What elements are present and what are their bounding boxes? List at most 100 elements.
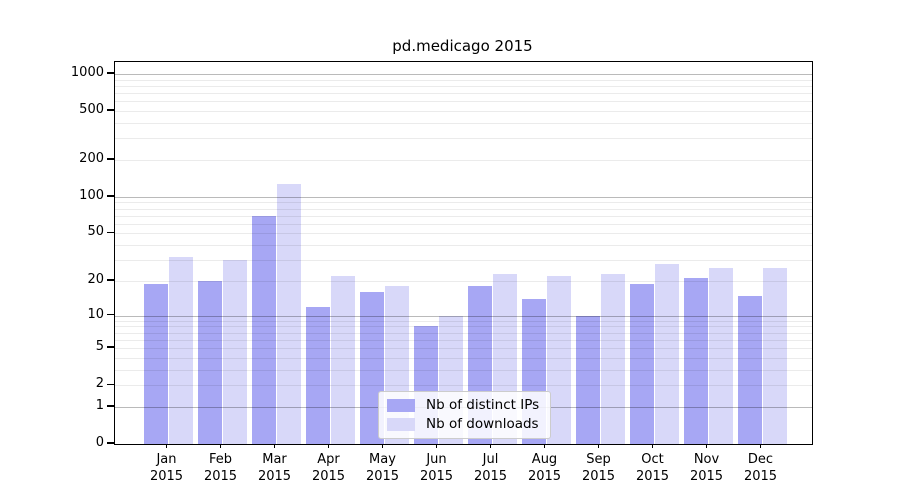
gridline-minor-30: [115, 260, 812, 262]
gridlines-layer: [115, 62, 812, 444]
y-tick-mark-10: [107, 313, 114, 316]
x-tick-label-dec-2015: Dec 2015: [743, 452, 778, 484]
x-tick-mark-sep-2015: [597, 443, 600, 448]
legend-swatch-distinct-ips: [387, 398, 415, 412]
bar-nb-of-distinct-ips-sep-2015: [575, 315, 600, 444]
x-tick-mark-jan-2015: [165, 443, 168, 448]
plot-area: [114, 61, 813, 445]
x-tick-mark-jun-2015: [435, 443, 438, 448]
y-tick-mark-0: [107, 442, 114, 444]
gridline-major-1000: [115, 74, 812, 76]
gridline-major-10: [115, 315, 812, 317]
y-tick-mark-50: [107, 231, 114, 234]
x-tick-mark-apr-2015: [327, 443, 330, 448]
y-tick-label-1000: 1000: [70, 65, 104, 81]
gridline-minor-7: [115, 332, 812, 334]
legend-item-distinct-ips: Nb of distinct IPs: [387, 398, 539, 412]
y-tick-mark-1: [107, 405, 114, 407]
x-tick-label-aug-2015: Aug 2015: [527, 452, 562, 484]
gridline-minor-40: [115, 245, 812, 247]
gridline-minor-900: [115, 79, 812, 81]
x-tick-mark-aug-2015: [543, 443, 546, 448]
x-tick-mark-feb-2015: [219, 443, 222, 448]
gridline-minor-90: [115, 202, 812, 204]
gridline-minor-50: [115, 233, 812, 235]
gridline-minor-400: [115, 123, 812, 125]
gridline-minor-3: [115, 369, 812, 371]
x-tick-label-apr-2015: Apr 2015: [311, 452, 346, 484]
x-tick-mark-oct-2015: [651, 443, 654, 448]
y-tick-mark-500: [107, 109, 114, 111]
gridline-minor-700: [115, 93, 812, 95]
gridline-major-100: [115, 196, 812, 198]
bar-nb-of-distinct-ips-feb-2015: [197, 280, 222, 444]
x-tick-mark-mar-2015: [273, 443, 276, 448]
x-tick-label-nov-2015: Nov 2015: [689, 452, 724, 484]
legend-label-downloads: Nb of downloads: [426, 416, 539, 432]
bar-nb-of-distinct-ips-apr-2015: [305, 306, 330, 444]
y-tick-label-500: 500: [79, 102, 104, 118]
bar-nb-of-distinct-ips-oct-2015: [629, 283, 654, 444]
x-tick-label-oct-2015: Oct 2015: [635, 452, 670, 484]
y-tick-mark-100: [107, 195, 114, 197]
bar-nb-of-downloads-mar-2015: [276, 183, 301, 444]
legend-label-distinct-ips: Nb of distinct IPs: [426, 397, 540, 413]
gridline-minor-2: [115, 385, 812, 387]
y-tick-label-50: 50: [87, 224, 104, 240]
gridline-minor-6: [115, 339, 812, 341]
x-tick-label-jul-2015: Jul 2015: [473, 452, 508, 484]
gridline-minor-80: [115, 208, 812, 210]
y-tick-label-20: 20: [87, 271, 104, 287]
x-tick-mark-dec-2015: [759, 443, 762, 448]
x-tick-mark-jul-2015: [489, 443, 492, 448]
bar-nb-of-distinct-ips-dec-2015: [737, 295, 762, 444]
y-tick-mark-1000: [107, 72, 114, 74]
bar-nb-of-downloads-apr-2015: [330, 276, 355, 444]
gridline-minor-4: [115, 357, 812, 359]
bar-nb-of-downloads-oct-2015: [654, 263, 679, 444]
bar-nb-of-distinct-ips-mar-2015: [251, 215, 276, 444]
x-tick-label-mar-2015: Mar 2015: [257, 452, 292, 484]
y-tick-mark-20: [107, 279, 114, 281]
gridline-minor-60: [115, 223, 812, 225]
gridline-minor-5: [115, 348, 812, 350]
y-tick-label-200: 200: [79, 151, 104, 167]
gridline-minor-70: [115, 215, 812, 217]
x-tick-label-feb-2015: Feb 2015: [203, 452, 238, 484]
x-tick-label-jan-2015: Jan 2015: [149, 452, 184, 484]
legend-swatch-downloads: [387, 417, 415, 431]
y-tick-label-5: 5: [95, 339, 104, 355]
gridline-minor-200: [115, 160, 812, 162]
x-tick-mark-may-2015: [381, 443, 384, 448]
bar-nb-of-downloads-sep-2015: [600, 273, 625, 444]
chart-title: pd.medicago 2015: [392, 37, 533, 55]
bar-nb-of-downloads-dec-2015: [762, 267, 787, 444]
y-tick-label-10: 10: [87, 306, 104, 322]
bar-nb-of-downloads-nov-2015: [708, 267, 733, 444]
gridline-minor-300: [115, 138, 812, 140]
x-tick-label-jun-2015: Jun 2015: [419, 452, 454, 484]
bar-nb-of-downloads-feb-2015: [222, 260, 247, 444]
x-tick-mark-nov-2015: [705, 443, 708, 448]
gridline-minor-800: [115, 85, 812, 87]
gridline-minor-20: [115, 280, 812, 282]
gridline-minor-500: [115, 111, 812, 113]
y-tick-label-100: 100: [79, 187, 104, 203]
x-tick-label-may-2015: May 2015: [365, 452, 400, 484]
gridline-minor-9: [115, 320, 812, 322]
bars-layer: [115, 62, 812, 444]
y-tick-mark-2: [107, 383, 114, 385]
legend: Nb of distinct IPs Nb of downloads: [378, 391, 552, 439]
legend-item-downloads: Nb of downloads: [387, 417, 539, 431]
x-tick-label-sep-2015: Sep 2015: [581, 452, 616, 484]
bar-nb-of-downloads-jan-2015: [168, 256, 193, 444]
gridline-minor-8: [115, 326, 812, 328]
y-tick-mark-5: [107, 346, 114, 348]
bar-nb-of-distinct-ips-jan-2015: [143, 283, 168, 444]
bar-nb-of-distinct-ips-nov-2015: [683, 278, 708, 444]
gridline-minor-600: [115, 101, 812, 103]
y-tick-label-2: 2: [95, 376, 104, 392]
y-tick-label-0: 0: [95, 435, 104, 450]
y-tick-mark-200: [107, 158, 114, 160]
